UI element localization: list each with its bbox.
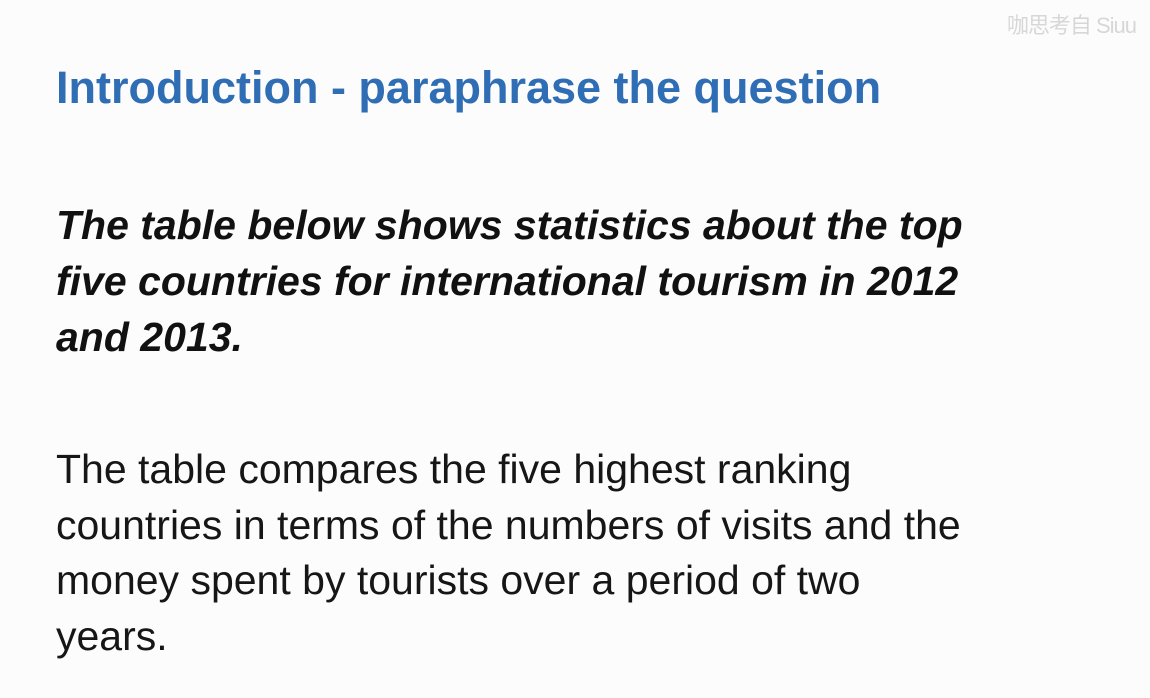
- watermark-logo: 咖思考自 Siuu: [1006, 13, 1137, 38]
- question-prompt: The table below shows statistics about t…: [56, 197, 1116, 365]
- answer-line: countries in terms of the numbers of vis…: [56, 501, 961, 548]
- paraphrase-answer: The table compares the five highest rank…: [56, 442, 1126, 664]
- question-line: and 2013.: [56, 314, 243, 360]
- answer-line: money spent by tourists over a period of…: [56, 557, 861, 603]
- answer-line: years.: [56, 612, 168, 659]
- slide-heading: Introduction - paraphrase the question: [56, 62, 882, 113]
- question-line: The table below shows statistics about t…: [56, 202, 963, 248]
- answer-line: The table compares the five highest rank…: [56, 446, 852, 492]
- question-line: five countries for international tourism…: [56, 258, 959, 304]
